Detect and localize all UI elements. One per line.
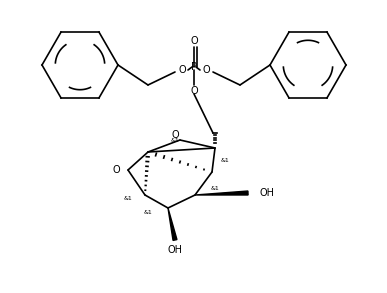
Polygon shape bbox=[195, 191, 248, 195]
Text: O: O bbox=[112, 165, 120, 175]
Text: O: O bbox=[202, 65, 210, 75]
Text: OH: OH bbox=[168, 245, 183, 255]
Text: O: O bbox=[178, 65, 186, 75]
Text: OH: OH bbox=[260, 188, 275, 198]
Text: O: O bbox=[190, 86, 198, 96]
Text: O: O bbox=[190, 36, 198, 46]
Text: &1: &1 bbox=[171, 137, 180, 142]
Polygon shape bbox=[168, 208, 177, 241]
Text: O: O bbox=[171, 130, 179, 140]
Text: &1: &1 bbox=[123, 195, 132, 200]
Text: &1: &1 bbox=[211, 185, 219, 190]
Text: &1: &1 bbox=[221, 158, 229, 163]
Text: P: P bbox=[191, 62, 197, 72]
Text: &1: &1 bbox=[144, 209, 152, 214]
